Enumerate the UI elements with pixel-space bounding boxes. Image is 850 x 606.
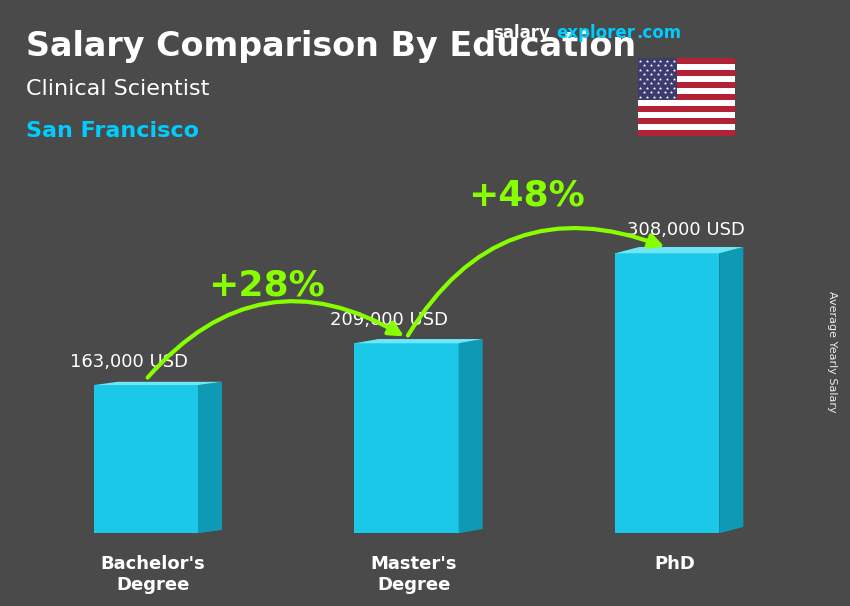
Bar <box>638 112 735 118</box>
Text: PhD: PhD <box>654 555 694 573</box>
Bar <box>638 124 735 130</box>
Text: Master's
Degree: Master's Degree <box>371 555 457 594</box>
Text: salary: salary <box>493 24 550 42</box>
Bar <box>638 58 677 100</box>
Bar <box>638 82 735 88</box>
Bar <box>638 106 735 112</box>
Text: 308,000 USD: 308,000 USD <box>627 221 745 239</box>
Bar <box>638 130 735 136</box>
Polygon shape <box>354 343 459 533</box>
Polygon shape <box>198 382 222 533</box>
Text: 209,000 USD: 209,000 USD <box>331 311 448 328</box>
Text: Bachelor's
Degree: Bachelor's Degree <box>100 555 206 594</box>
Text: +28%: +28% <box>207 268 325 302</box>
Text: +48%: +48% <box>468 178 585 212</box>
Text: 163,000 USD: 163,000 USD <box>70 353 188 370</box>
Text: .com: .com <box>636 24 681 42</box>
Polygon shape <box>354 339 483 343</box>
Bar <box>638 100 735 106</box>
Text: explorer: explorer <box>557 24 636 42</box>
Bar <box>638 58 735 64</box>
Polygon shape <box>459 339 483 533</box>
Text: Clinical Scientist: Clinical Scientist <box>26 79 209 99</box>
Polygon shape <box>615 247 744 253</box>
Bar <box>638 118 735 124</box>
Text: San Francisco: San Francisco <box>26 121 199 141</box>
Bar <box>638 76 735 82</box>
Text: Average Yearly Salary: Average Yearly Salary <box>827 291 837 412</box>
Bar <box>638 94 735 100</box>
Polygon shape <box>719 247 744 533</box>
Bar <box>638 88 735 94</box>
Text: Salary Comparison By Education: Salary Comparison By Education <box>26 30 636 63</box>
Bar <box>638 70 735 76</box>
Polygon shape <box>94 382 222 385</box>
Bar <box>638 64 735 70</box>
Polygon shape <box>615 253 719 533</box>
Polygon shape <box>94 385 198 533</box>
